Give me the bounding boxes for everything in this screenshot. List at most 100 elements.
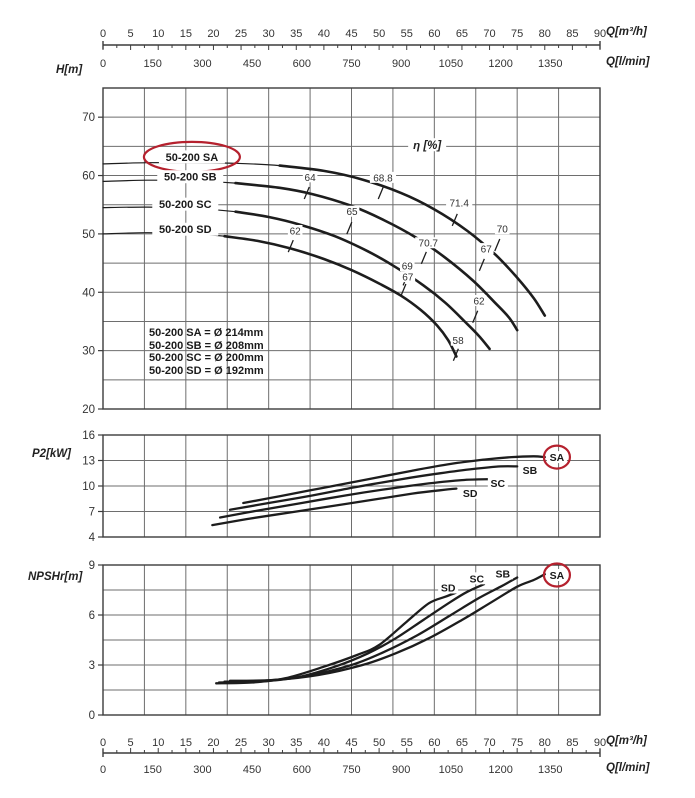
svg-text:60: 60	[428, 737, 440, 749]
curve-label-SC: SC	[491, 478, 506, 490]
svg-text:5: 5	[128, 28, 134, 40]
svg-text:750: 750	[342, 58, 360, 70]
power-curve-labels: SA SB SC SD	[460, 444, 572, 500]
svg-text:0: 0	[100, 28, 106, 40]
svg-text:75: 75	[511, 737, 523, 749]
svg-text:0: 0	[100, 58, 106, 70]
svg-text:45: 45	[345, 28, 357, 40]
svg-text:40: 40	[82, 287, 95, 299]
svg-text:1200: 1200	[488, 58, 512, 70]
svg-text:900: 900	[392, 58, 410, 70]
svg-text:30: 30	[263, 28, 275, 40]
svg-text:1350: 1350	[538, 58, 562, 70]
svg-text:0: 0	[100, 737, 106, 749]
curve-SB	[228, 465, 519, 511]
svg-text:15: 15	[180, 737, 192, 749]
svg-text:1200: 1200	[488, 764, 512, 776]
svg-text:85: 85	[566, 737, 578, 749]
svg-text:25: 25	[235, 28, 247, 40]
curve-label-SB: SB	[523, 465, 538, 477]
svg-text:55: 55	[401, 28, 413, 40]
svg-text:70: 70	[483, 28, 495, 40]
bottom-flow-unit-m3h-label: Q[m³/h]	[606, 735, 647, 747]
svg-text:450: 450	[243, 764, 261, 776]
svg-text:62: 62	[474, 297, 486, 308]
power-curves	[211, 455, 546, 527]
svg-text:5: 5	[128, 737, 134, 749]
npsh-axis-label: NPSHr[m]	[28, 571, 83, 583]
svg-text:10: 10	[152, 28, 164, 40]
curve-label-SA: SA	[550, 570, 565, 582]
svg-text:13: 13	[82, 456, 95, 468]
svg-text:30: 30	[82, 346, 95, 358]
curve-SC	[218, 478, 491, 519]
svg-text:70: 70	[82, 112, 95, 124]
svg-text:65: 65	[346, 207, 358, 218]
svg-text:15: 15	[180, 28, 192, 40]
svg-text:10: 10	[82, 481, 95, 493]
eta-label: η [%]	[408, 138, 447, 152]
svg-text:3: 3	[89, 660, 95, 672]
svg-text:750: 750	[342, 764, 360, 776]
svg-text:68.8: 68.8	[373, 173, 393, 184]
svg-text:20: 20	[207, 737, 219, 749]
npsh-grid	[102, 564, 601, 716]
svg-text:90: 90	[594, 737, 606, 749]
svg-text:90: 90	[594, 28, 606, 40]
curve-label-SD: SD	[441, 583, 456, 595]
svg-text:50: 50	[373, 28, 385, 40]
svg-text:55: 55	[401, 737, 413, 749]
curve-SD	[211, 487, 458, 527]
svg-text:80: 80	[539, 737, 551, 749]
svg-text:1050: 1050	[439, 764, 463, 776]
curve-50-200 SC	[234, 210, 491, 351]
svg-text:40: 40	[318, 737, 330, 749]
power-y-axis: 16 13 10 7 4	[82, 430, 103, 544]
svg-text:71.4: 71.4	[449, 198, 469, 209]
svg-text:70: 70	[497, 225, 509, 236]
npsh-curve-labels: SD SC SB SA	[438, 562, 572, 595]
svg-text:50: 50	[373, 737, 385, 749]
bottom-flow-unit-lmin-label: Q[l/min]	[606, 762, 650, 774]
svg-text:0: 0	[89, 710, 95, 722]
svg-text:67: 67	[402, 273, 414, 284]
svg-text:35: 35	[290, 28, 302, 40]
curve-50-200 SA	[278, 164, 547, 317]
impeller-diameter-legend: 50-200 SA = Ø 214mm 50-200 SB = Ø 208mm …	[149, 327, 264, 377]
svg-text:85: 85	[566, 28, 578, 40]
svg-text:30: 30	[263, 737, 275, 749]
curve-label-50-200 SB: 50-200 SB	[164, 172, 217, 184]
svg-text:0: 0	[100, 764, 106, 776]
svg-text:35: 35	[290, 737, 302, 749]
svg-text:65: 65	[456, 737, 468, 749]
curve-label-SD: SD	[463, 488, 478, 500]
flow-axis: 0 5 10 15 20 25 30 35 40 45 50 55 60 65 70 75 80 85 900 150…	[100, 737, 606, 776]
curve-label-SA: SA	[550, 452, 565, 464]
top-flow-unit-lmin-label: Q[l/min]	[606, 56, 650, 68]
svg-text:60: 60	[82, 171, 95, 183]
legend-line-sd: 50-200 SD = Ø 192mm	[149, 364, 264, 377]
svg-text:1050: 1050	[439, 58, 463, 70]
svg-text:40: 40	[318, 28, 330, 40]
curve-label-50-200 SC: 50-200 SC	[159, 199, 212, 211]
svg-text:64: 64	[305, 173, 317, 184]
svg-text:16: 16	[82, 430, 95, 442]
top-flow-unit-m3h-label: Q[m³/h]	[606, 26, 647, 38]
flow-axis: 0 5 10 15 20 25 30 35 40 45 50 55 60 65 70 75 80 85 900 150…	[100, 28, 606, 70]
legend-line-sb: 50-200 SB = Ø 208mm	[149, 339, 264, 352]
curve-label-50-200 SD: 50-200 SD	[159, 224, 212, 236]
svg-text:75: 75	[511, 28, 523, 40]
svg-text:6: 6	[89, 610, 95, 622]
svg-text:300: 300	[193, 764, 211, 776]
svg-text:450: 450	[243, 58, 261, 70]
svg-text:70.7: 70.7	[419, 239, 439, 250]
selected-model-circle	[542, 562, 572, 588]
legend-line-sc: 50-200 SC = Ø 200mm	[149, 352, 264, 365]
svg-text:9: 9	[89, 560, 95, 572]
curve-50-200 SD	[223, 234, 458, 358]
svg-text:80: 80	[539, 28, 551, 40]
svg-text:900: 900	[392, 764, 410, 776]
curve-SD	[215, 591, 458, 685]
